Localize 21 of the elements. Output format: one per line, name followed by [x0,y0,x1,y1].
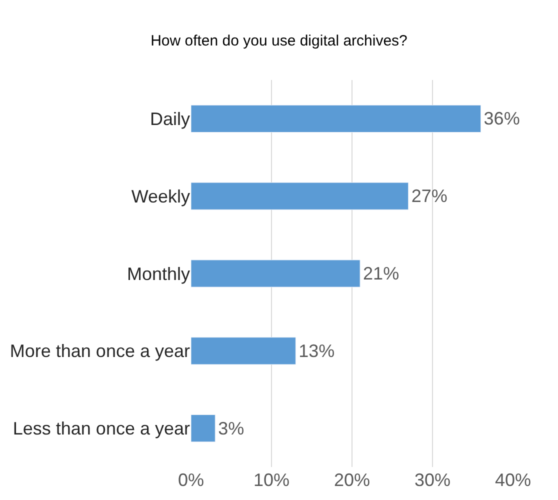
x-tick-label: 30% [414,470,451,490]
chart-title: How often do you use digital archives? [150,32,408,50]
bar [191,260,360,288]
data-label: 3% [218,418,244,438]
x-tick-label: 10% [253,470,290,490]
y-tick-label: Monthly [126,264,190,284]
bar [191,104,482,132]
bar [191,337,296,365]
bar [191,414,216,442]
bar [191,182,409,210]
data-label: 13% [298,340,335,361]
data-label: 36% [484,108,520,129]
y-tick-label: Daily [150,109,190,129]
data-label: 21% [363,264,400,284]
y-tick-label: Weekly [131,186,190,206]
x-tick-label: 0% [178,470,204,490]
data-label: 27% [411,186,448,206]
y-tick-label: Less than once a year [12,418,190,439]
x-tick-label: 20% [334,470,370,490]
y-tick-label: More than once a year [10,341,190,362]
x-tick-label: 40% [494,470,532,490]
